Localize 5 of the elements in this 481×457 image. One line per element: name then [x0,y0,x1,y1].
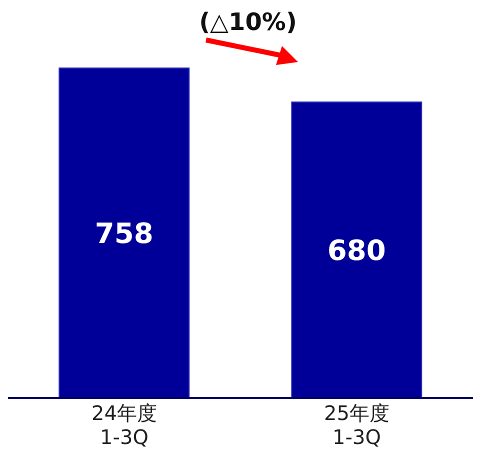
data-label: 758 [94,216,154,250]
x-tick-label: 24年度 1-3Q [92,401,157,449]
text: (△10%) [198,8,298,36]
x-tick-label: 25年度 1-3Q [324,401,390,449]
data-label: 680 [327,234,386,267]
